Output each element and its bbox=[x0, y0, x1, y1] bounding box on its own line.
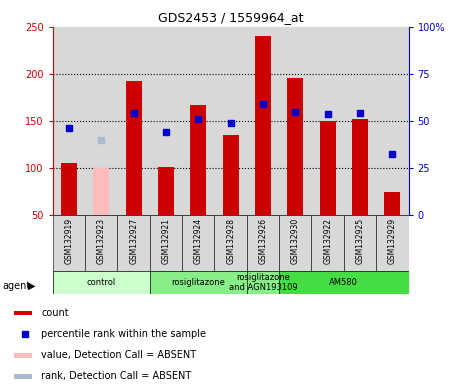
Text: control: control bbox=[87, 278, 116, 287]
Text: GSM132924: GSM132924 bbox=[194, 218, 203, 264]
Text: AM580: AM580 bbox=[330, 278, 358, 287]
FancyBboxPatch shape bbox=[150, 271, 247, 294]
Text: GSM132928: GSM132928 bbox=[226, 218, 235, 264]
FancyBboxPatch shape bbox=[214, 215, 247, 271]
FancyBboxPatch shape bbox=[150, 215, 182, 271]
FancyBboxPatch shape bbox=[53, 271, 150, 294]
FancyBboxPatch shape bbox=[279, 215, 312, 271]
Bar bbox=[223, 135, 239, 215]
Bar bbox=[352, 119, 368, 215]
Text: GSM132927: GSM132927 bbox=[129, 218, 138, 264]
Bar bbox=[376, 27, 409, 215]
Bar bbox=[85, 27, 118, 215]
Bar bbox=[126, 81, 142, 215]
Bar bbox=[247, 27, 279, 215]
FancyBboxPatch shape bbox=[85, 215, 118, 271]
Text: GSM132929: GSM132929 bbox=[388, 218, 397, 264]
Text: GSM132926: GSM132926 bbox=[258, 218, 268, 264]
Text: value, Detection Call = ABSENT: value, Detection Call = ABSENT bbox=[41, 350, 196, 360]
Bar bbox=[319, 121, 336, 215]
Text: GSM132922: GSM132922 bbox=[323, 218, 332, 264]
Bar bbox=[118, 27, 150, 215]
Bar bbox=[344, 27, 376, 215]
Text: GSM132925: GSM132925 bbox=[356, 218, 364, 264]
Bar bbox=[93, 168, 109, 215]
Text: GSM132930: GSM132930 bbox=[291, 218, 300, 264]
FancyBboxPatch shape bbox=[312, 215, 344, 271]
Bar bbox=[190, 105, 207, 215]
Text: GSM132923: GSM132923 bbox=[97, 218, 106, 264]
FancyBboxPatch shape bbox=[53, 215, 85, 271]
FancyBboxPatch shape bbox=[279, 271, 409, 294]
Text: count: count bbox=[41, 308, 69, 318]
Bar bbox=[214, 27, 247, 215]
FancyBboxPatch shape bbox=[182, 215, 214, 271]
Text: rosiglitazone
and AGN193109: rosiglitazone and AGN193109 bbox=[229, 273, 297, 292]
FancyBboxPatch shape bbox=[247, 215, 279, 271]
FancyBboxPatch shape bbox=[247, 271, 279, 294]
Bar bbox=[53, 27, 85, 215]
Bar bbox=[312, 27, 344, 215]
FancyBboxPatch shape bbox=[344, 215, 376, 271]
Text: rank, Detection Call = ABSENT: rank, Detection Call = ABSENT bbox=[41, 371, 191, 381]
Bar bbox=[182, 27, 214, 215]
FancyBboxPatch shape bbox=[118, 215, 150, 271]
Title: GDS2453 / 1559964_at: GDS2453 / 1559964_at bbox=[158, 11, 303, 24]
Bar bbox=[279, 27, 312, 215]
Text: agent: agent bbox=[2, 281, 31, 291]
FancyBboxPatch shape bbox=[14, 311, 32, 315]
Bar bbox=[61, 163, 77, 215]
Text: percentile rank within the sample: percentile rank within the sample bbox=[41, 329, 206, 339]
FancyBboxPatch shape bbox=[376, 215, 409, 271]
Text: GSM132921: GSM132921 bbox=[162, 218, 170, 264]
Bar bbox=[287, 78, 303, 215]
Text: ▶: ▶ bbox=[28, 281, 36, 291]
Bar bbox=[150, 27, 182, 215]
Text: GSM132919: GSM132919 bbox=[64, 218, 73, 264]
Bar bbox=[255, 36, 271, 215]
FancyBboxPatch shape bbox=[14, 374, 32, 379]
Bar bbox=[384, 192, 400, 215]
Text: rosiglitazone: rosiglitazone bbox=[171, 278, 225, 287]
FancyBboxPatch shape bbox=[14, 353, 32, 358]
Bar bbox=[158, 167, 174, 215]
